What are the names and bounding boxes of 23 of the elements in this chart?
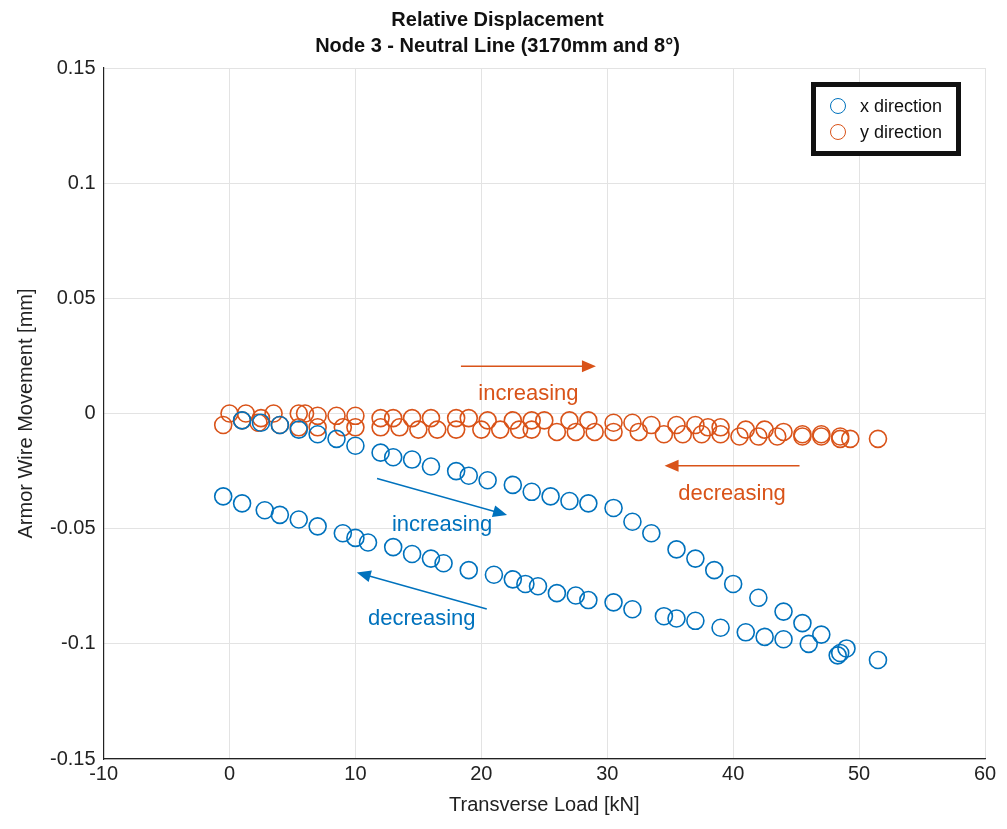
x-tick-label: 40 (722, 761, 745, 784)
annotation: increasing (391, 510, 493, 536)
x-tick-label: 50 (847, 761, 871, 784)
x-tick-label: 60 (973, 761, 997, 784)
annotation: decreasing (367, 604, 476, 630)
x-tick-label: 20 (470, 761, 493, 784)
y-tick-label: 0.05 (56, 285, 96, 308)
annotation: decreasing (678, 479, 786, 505)
y-tick-label: 0 (84, 401, 96, 424)
chart-title: Relative Displacement (391, 7, 604, 30)
y-axis-title: Armor Wire Movement [mm] (13, 288, 36, 539)
y-tick-label: -0.05 (49, 516, 96, 539)
chart-subtitle: Node 3 - Neutral Line (3170mm and 8°) (315, 33, 680, 56)
y-tick-label: 0.15 (56, 55, 96, 78)
legend-label: x direction (860, 95, 943, 118)
legend-label: y direction (860, 121, 943, 144)
x-axis-title: Transverse Load [kN] (449, 792, 640, 815)
x-tick-label: 0 (223, 761, 236, 784)
y-tick-label: 0.1 (67, 170, 96, 193)
x-tick-label: 10 (344, 761, 367, 784)
y-tick-label: -0.1 (61, 631, 96, 654)
x-tick-label: 30 (596, 761, 619, 784)
annotation: increasing (478, 380, 579, 406)
